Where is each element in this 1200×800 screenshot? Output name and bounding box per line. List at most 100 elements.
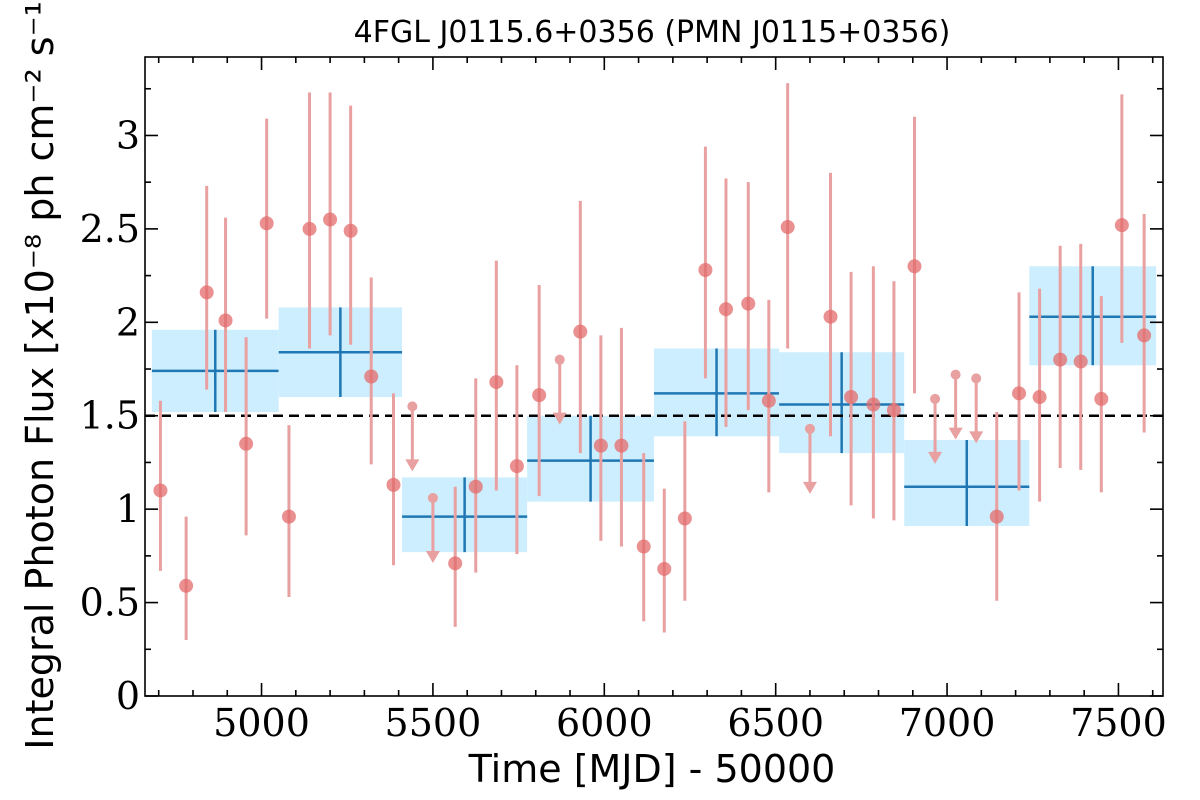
flux-marker: [677, 511, 692, 526]
flux-point: [698, 146, 713, 379]
upper-limit: [969, 373, 984, 444]
flux-point: [844, 271, 859, 506]
bayesian-block: [151, 329, 279, 412]
flux-marker: [153, 483, 168, 498]
x-tick-label: 5500: [385, 701, 482, 745]
flux-point: [153, 400, 168, 571]
y-tick-label: 0.5: [80, 581, 140, 625]
x-tick-label: 6000: [556, 701, 653, 745]
y-tick-label: 1.5: [80, 394, 140, 438]
flux-marker: [1053, 352, 1068, 367]
flux-marker: [1137, 328, 1152, 343]
flux-point: [199, 185, 214, 390]
upper-limit-arrow: [405, 459, 420, 472]
flux-marker: [573, 324, 588, 339]
flux-marker: [844, 390, 859, 405]
flux-point: [761, 299, 776, 493]
flux-marker: [698, 263, 713, 277]
flux-point: [509, 365, 524, 554]
x-tick-label: 5000: [213, 701, 310, 745]
x-tick-label: 7500: [1070, 701, 1167, 745]
flux-point: [823, 172, 838, 437]
y-tick-label: 2.5: [80, 207, 140, 251]
bayesian-block: [904, 440, 1030, 526]
flux-marker: [907, 259, 922, 274]
flux-point: [989, 412, 1004, 601]
flux-marker: [780, 220, 795, 235]
x-tick-label: 7000: [899, 701, 996, 745]
flux-marker: [657, 561, 672, 576]
flux-point: [886, 281, 901, 521]
flux-marker: [886, 403, 901, 418]
y-tick-label: 1: [116, 487, 140, 531]
flux-marker: [593, 438, 608, 453]
flux-point: [677, 421, 692, 601]
bayesian-block: [654, 348, 780, 437]
bayesian-block: [402, 477, 528, 553]
flux-marker: [532, 388, 547, 403]
flux-marker: [718, 302, 733, 317]
y-tick-label: 2: [116, 300, 140, 344]
upper-limit: [928, 393, 943, 464]
flux-point: [1137, 213, 1152, 433]
flux-points-layer: [153, 83, 1152, 640]
flux-marker: [218, 313, 233, 328]
y-tick-label: 3: [116, 113, 140, 157]
flux-point: [1073, 243, 1088, 470]
flux-point: [532, 284, 547, 497]
x-tick-label: 6500: [727, 701, 824, 745]
flux-point: [866, 266, 881, 519]
y-tick-label: 0: [116, 674, 140, 718]
flux-point: [614, 327, 629, 547]
flux-marker: [761, 393, 776, 408]
axis-ticks-layer: 5000 5500 6000 6500 7000 7500 0 0.5 1 1.5 2 2.5 3: [80, 57, 1167, 745]
flux-marker: [509, 459, 524, 474]
flux-marker: [199, 285, 214, 300]
flux-point: [218, 217, 233, 412]
flux-point: [323, 92, 338, 336]
upper-limit-marker: [930, 393, 941, 404]
upper-limit-arrow: [948, 427, 963, 440]
flux-marker: [386, 477, 401, 492]
flux-point: [718, 178, 733, 427]
flux-point: [343, 105, 358, 345]
flux-marker: [1073, 354, 1088, 369]
flux-point: [1012, 292, 1027, 491]
flux-marker: [1114, 218, 1129, 233]
bayesian-blocks-layer: [151, 266, 1157, 553]
bayesian-block: [779, 352, 905, 454]
bayesian-block: [278, 307, 403, 398]
flux-marker: [741, 296, 756, 311]
bayesian-block: [527, 415, 654, 502]
upper-limit-marker: [950, 369, 961, 380]
upper-limit-arrow: [552, 412, 567, 425]
flux-point: [489, 260, 504, 491]
flux-marker: [239, 436, 254, 451]
flux-point: [179, 516, 194, 640]
flux-point: [741, 182, 756, 411]
upper-limit-arrow: [425, 550, 440, 563]
flux-point: [281, 425, 296, 597]
plot-frame: [144, 56, 1164, 697]
flux-point: [302, 92, 317, 349]
flux-marker: [989, 509, 1004, 524]
bayesian-block: [1029, 266, 1157, 366]
flux-marker: [448, 556, 463, 571]
upper-limit: [405, 401, 420, 472]
flux-marker: [179, 578, 194, 593]
upper-limit-marker: [971, 373, 982, 384]
flux-marker: [259, 216, 274, 231]
flux-point: [239, 337, 254, 536]
flux-point: [573, 200, 588, 454]
flux-marker: [823, 309, 838, 324]
flux-point: [593, 335, 608, 541]
flux-point: [1114, 94, 1129, 343]
flux-marker: [281, 509, 296, 524]
flux-point: [448, 486, 463, 627]
x-axis-label: Time [MJD] - 50000: [468, 747, 836, 791]
upper-limit-arrow: [802, 481, 817, 494]
flux-marker: [343, 223, 358, 238]
flux-point: [259, 118, 274, 319]
flux-point: [780, 83, 795, 349]
